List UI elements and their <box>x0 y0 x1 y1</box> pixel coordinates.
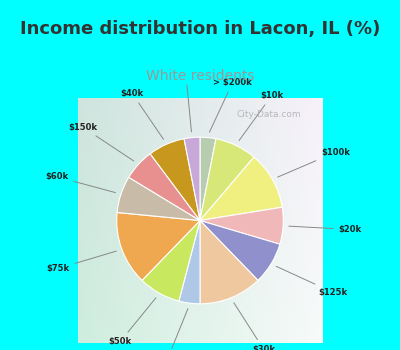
Text: $10k: $10k <box>239 91 283 141</box>
Text: $100k: $100k <box>278 148 350 177</box>
Wedge shape <box>200 157 282 220</box>
Text: > $200k: > $200k <box>210 78 252 132</box>
Wedge shape <box>142 220 200 301</box>
Wedge shape <box>200 137 216 220</box>
Wedge shape <box>150 139 200 220</box>
Text: $30k: $30k <box>234 303 275 350</box>
Wedge shape <box>200 139 254 220</box>
Wedge shape <box>129 154 200 220</box>
Text: $60k: $60k <box>45 172 116 192</box>
Text: $150k: $150k <box>68 122 134 161</box>
Wedge shape <box>117 177 200 220</box>
Text: $200k: $200k <box>153 309 188 350</box>
Text: $125k: $125k <box>276 266 348 297</box>
Wedge shape <box>179 220 200 304</box>
Wedge shape <box>200 220 258 304</box>
Text: $50k: $50k <box>109 298 156 346</box>
Wedge shape <box>200 207 283 244</box>
Wedge shape <box>184 137 200 220</box>
Wedge shape <box>200 220 280 280</box>
Text: $75k: $75k <box>46 251 116 273</box>
Text: Income distribution in Lacon, IL (%): Income distribution in Lacon, IL (%) <box>20 20 380 38</box>
Text: City-Data.com: City-Data.com <box>236 110 301 119</box>
Text: $20k: $20k <box>289 225 362 234</box>
Text: $40k: $40k <box>121 89 164 139</box>
Text: White residents: White residents <box>146 69 254 83</box>
Wedge shape <box>117 212 200 280</box>
